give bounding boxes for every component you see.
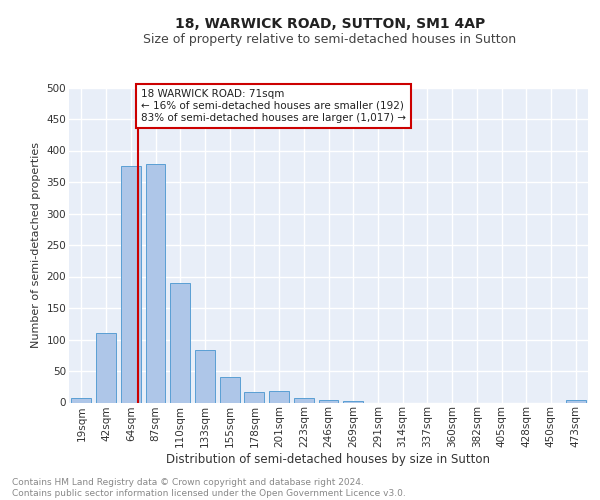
Bar xyxy=(566,400,586,402)
Bar xyxy=(343,401,363,402)
Bar xyxy=(244,392,264,402)
Bar xyxy=(195,350,215,403)
Bar xyxy=(220,378,239,402)
Bar xyxy=(121,166,140,402)
Bar xyxy=(294,398,314,402)
Bar xyxy=(170,283,190,403)
Bar xyxy=(146,164,166,402)
Y-axis label: Number of semi-detached properties: Number of semi-detached properties xyxy=(31,142,41,348)
Text: 18, WARWICK ROAD, SUTTON, SM1 4AP: 18, WARWICK ROAD, SUTTON, SM1 4AP xyxy=(175,18,485,32)
Text: Contains HM Land Registry data © Crown copyright and database right 2024.
Contai: Contains HM Land Registry data © Crown c… xyxy=(12,478,406,498)
X-axis label: Distribution of semi-detached houses by size in Sutton: Distribution of semi-detached houses by … xyxy=(167,453,491,466)
Text: Size of property relative to semi-detached houses in Sutton: Size of property relative to semi-detach… xyxy=(143,32,517,46)
Bar xyxy=(269,391,289,402)
Bar xyxy=(96,333,116,402)
Bar xyxy=(319,400,338,402)
Text: 18 WARWICK ROAD: 71sqm
← 16% of semi-detached houses are smaller (192)
83% of se: 18 WARWICK ROAD: 71sqm ← 16% of semi-det… xyxy=(141,90,406,122)
Bar xyxy=(71,398,91,402)
